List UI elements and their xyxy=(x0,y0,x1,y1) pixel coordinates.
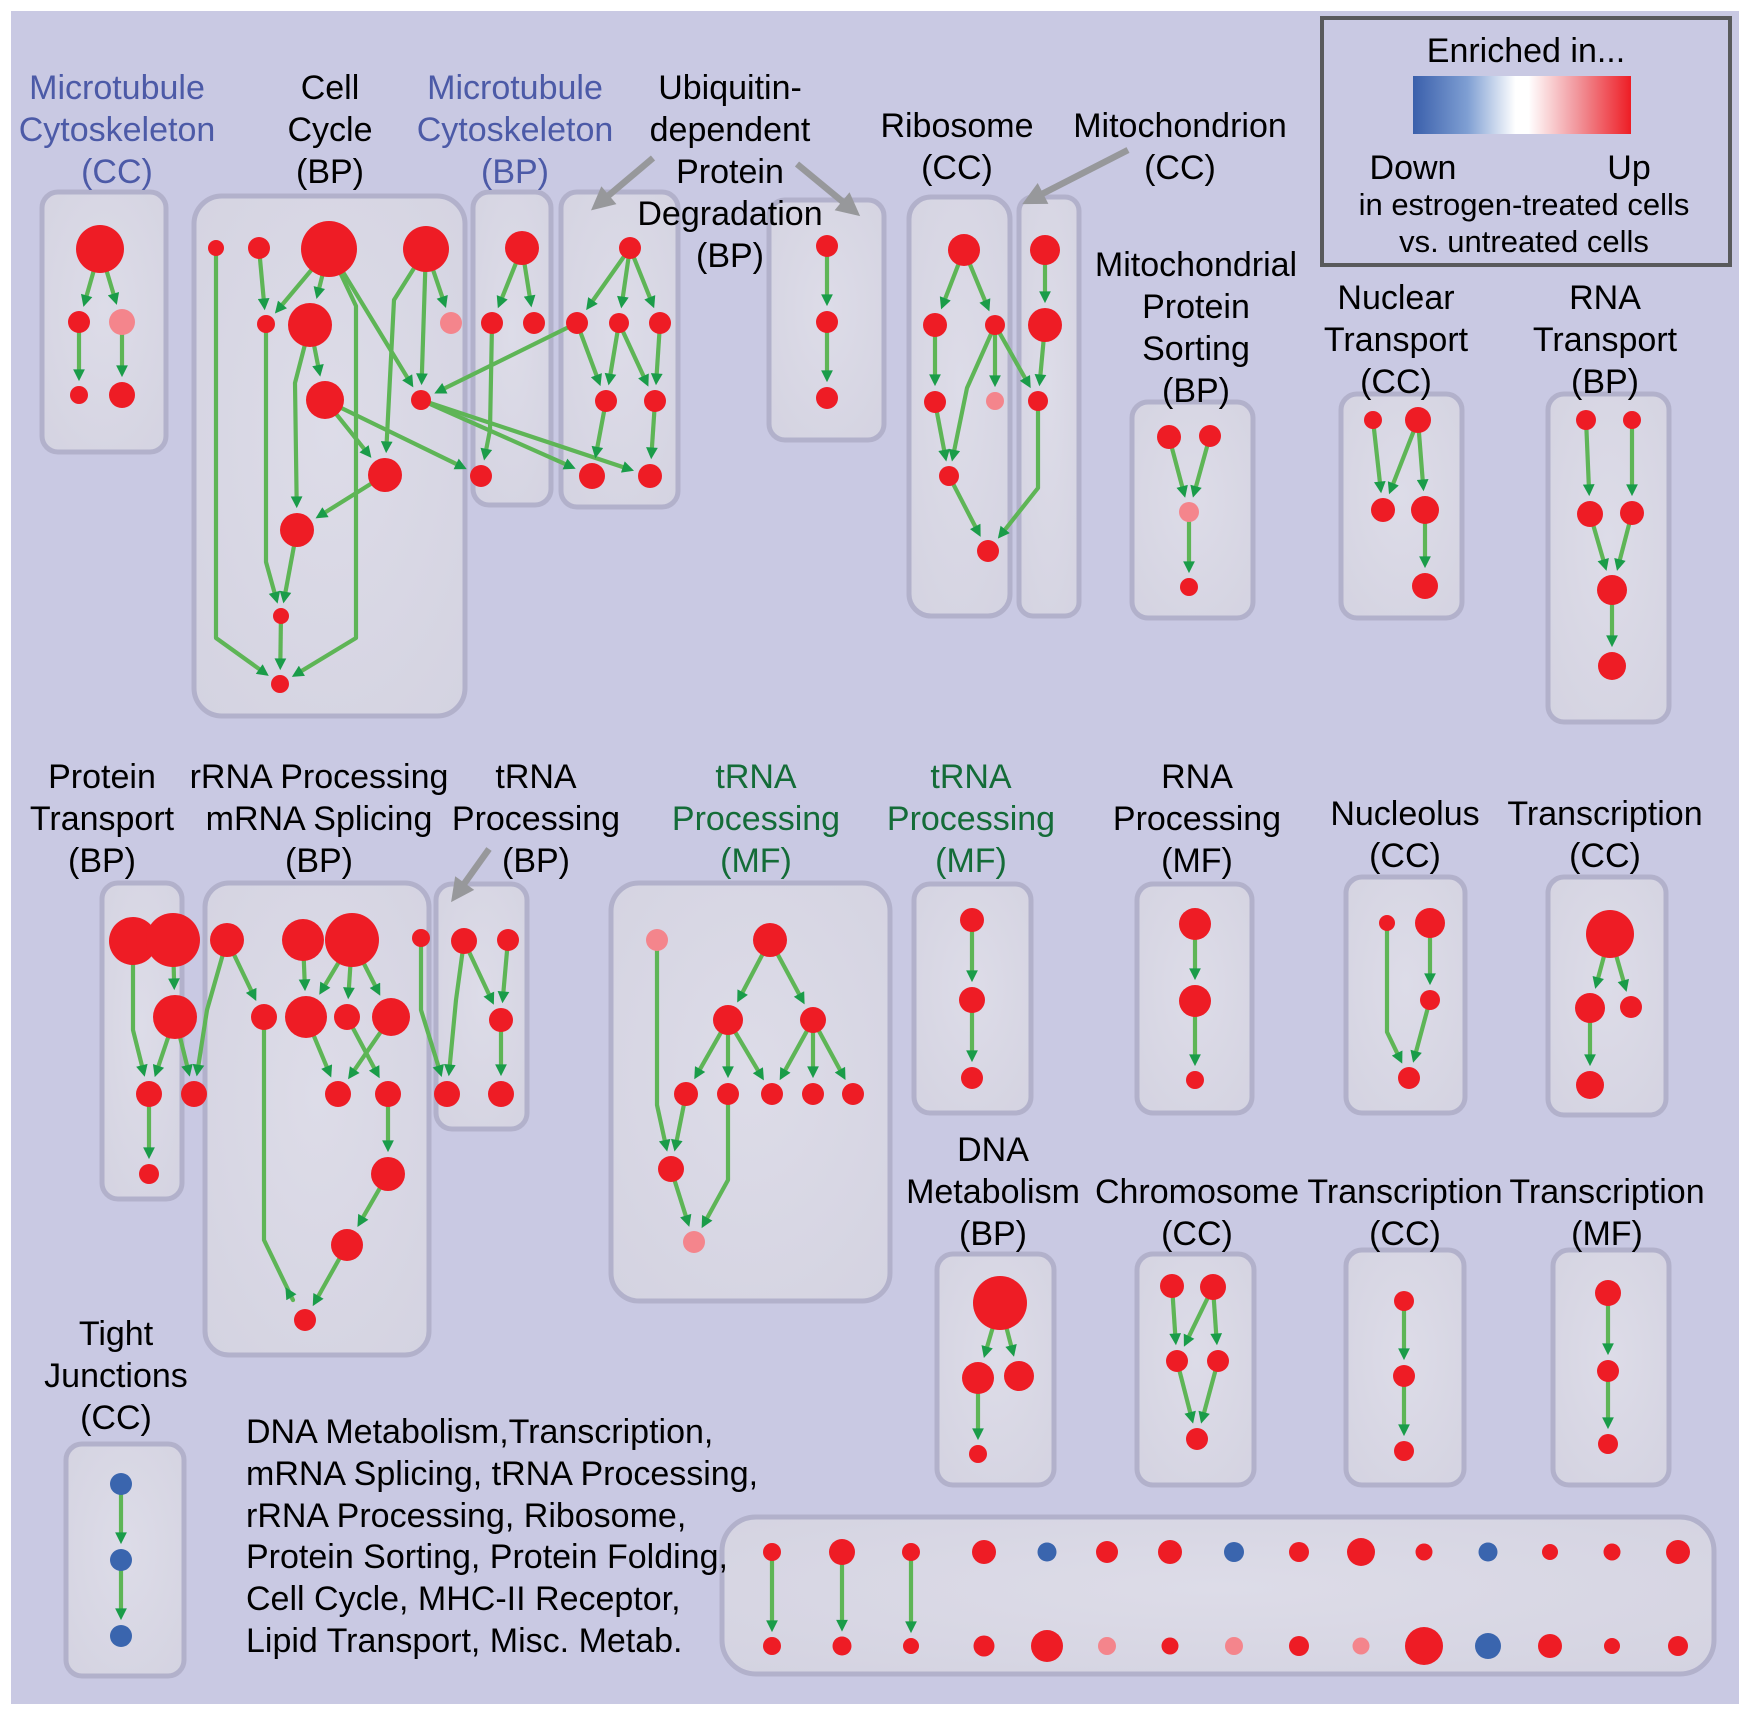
svg-text:Chromosome: Chromosome xyxy=(1095,1173,1299,1211)
svg-text:Junctions: Junctions xyxy=(44,1357,188,1395)
svg-text:Enriched in...: Enriched in... xyxy=(1427,32,1625,70)
svg-text:DNA Metabolism,Transcription,: DNA Metabolism,Transcription, xyxy=(246,1413,713,1451)
svg-text:Ubiquitin-: Ubiquitin- xyxy=(658,69,802,107)
svg-text:Down: Down xyxy=(1370,149,1457,187)
svg-text:Transport: Transport xyxy=(1533,321,1678,359)
svg-text:Protein Sorting, Protein Foldi: Protein Sorting, Protein Folding, xyxy=(246,1538,728,1576)
svg-text:Protein: Protein xyxy=(1142,288,1250,326)
svg-text:Cell: Cell xyxy=(301,69,360,107)
svg-text:Tight: Tight xyxy=(79,1315,154,1353)
svg-text:Processing: Processing xyxy=(452,800,620,838)
svg-text:(CC): (CC) xyxy=(1144,149,1216,187)
svg-text:Protein: Protein xyxy=(676,153,784,191)
svg-text:Up: Up xyxy=(1607,149,1650,187)
svg-text:(CC): (CC) xyxy=(1569,837,1641,875)
svg-text:Sorting: Sorting xyxy=(1142,330,1250,368)
svg-text:tRNA: tRNA xyxy=(495,758,577,796)
svg-text:Nuclear: Nuclear xyxy=(1337,279,1454,317)
svg-text:(CC): (CC) xyxy=(80,1399,152,1437)
svg-text:Nucleolus: Nucleolus xyxy=(1330,795,1479,833)
svg-text:(BP): (BP) xyxy=(959,1215,1027,1253)
svg-text:Cycle: Cycle xyxy=(287,111,372,149)
svg-text:(CC): (CC) xyxy=(921,149,993,187)
svg-text:Microtubule: Microtubule xyxy=(29,69,205,107)
svg-text:Processing: Processing xyxy=(672,800,840,838)
svg-text:(BP): (BP) xyxy=(481,153,549,191)
svg-text:Mitochondrial: Mitochondrial xyxy=(1095,246,1297,284)
svg-text:RNA: RNA xyxy=(1161,758,1233,796)
svg-text:Processing: Processing xyxy=(1113,800,1281,838)
svg-text:mRNA Splicing, tRNA Processing: mRNA Splicing, tRNA Processing, xyxy=(246,1455,758,1493)
svg-text:(CC): (CC) xyxy=(81,153,153,191)
svg-text:(MF): (MF) xyxy=(1161,842,1233,880)
svg-text:Processing: Processing xyxy=(887,800,1055,838)
svg-text:tRNA: tRNA xyxy=(715,758,797,796)
svg-text:Degradation: Degradation xyxy=(637,195,822,233)
svg-text:(CC): (CC) xyxy=(1161,1215,1233,1253)
svg-text:Protein: Protein xyxy=(48,758,156,796)
svg-text:dependent: dependent xyxy=(650,111,811,149)
svg-text:Lipid Transport, Misc. Metab.: Lipid Transport, Misc. Metab. xyxy=(246,1622,683,1660)
svg-text:RNA: RNA xyxy=(1569,279,1641,317)
svg-text:(BP): (BP) xyxy=(1162,372,1230,410)
svg-text:rRNA Processing, Ribosome,: rRNA Processing, Ribosome, xyxy=(246,1497,686,1535)
svg-text:tRNA: tRNA xyxy=(930,758,1012,796)
svg-text:Metabolism: Metabolism xyxy=(906,1173,1080,1211)
svg-text:(BP): (BP) xyxy=(696,237,764,275)
svg-text:Cell Cycle, MHC-II Receptor,: Cell Cycle, MHC-II Receptor, xyxy=(246,1580,681,1618)
svg-text:(BP): (BP) xyxy=(68,842,136,880)
svg-text:(MF): (MF) xyxy=(720,842,792,880)
svg-text:mRNA Splicing: mRNA Splicing xyxy=(206,800,433,838)
svg-text:Microtubule: Microtubule xyxy=(427,69,603,107)
svg-text:Transcription: Transcription xyxy=(1307,1173,1502,1211)
svg-text:(MF): (MF) xyxy=(935,842,1007,880)
svg-text:(BP): (BP) xyxy=(502,842,570,880)
svg-text:(CC): (CC) xyxy=(1360,363,1432,401)
svg-text:in estrogen-treated cells: in estrogen-treated cells xyxy=(1359,187,1690,222)
svg-text:(MF): (MF) xyxy=(1571,1215,1643,1253)
svg-text:Cytoskeleton: Cytoskeleton xyxy=(417,111,614,149)
svg-text:Ribosome: Ribosome xyxy=(880,107,1033,145)
svg-text:DNA: DNA xyxy=(957,1131,1029,1169)
svg-text:Transcription: Transcription xyxy=(1507,795,1702,833)
svg-text:rRNA Processing: rRNA Processing xyxy=(190,758,449,796)
svg-text:(CC): (CC) xyxy=(1369,1215,1441,1253)
svg-text:Transport: Transport xyxy=(1324,321,1469,359)
svg-text:vs. untreated cells: vs. untreated cells xyxy=(1399,224,1649,259)
svg-text:(CC): (CC) xyxy=(1369,837,1441,875)
svg-text:Mitochondrion: Mitochondrion xyxy=(1073,107,1287,145)
svg-text:(BP): (BP) xyxy=(296,153,364,191)
svg-text:Cytoskeleton: Cytoskeleton xyxy=(19,111,216,149)
svg-text:Transcription: Transcription xyxy=(1509,1173,1704,1211)
svg-text:(BP): (BP) xyxy=(1571,363,1639,401)
svg-text:(BP): (BP) xyxy=(285,842,353,880)
svg-text:Transport: Transport xyxy=(30,800,175,838)
